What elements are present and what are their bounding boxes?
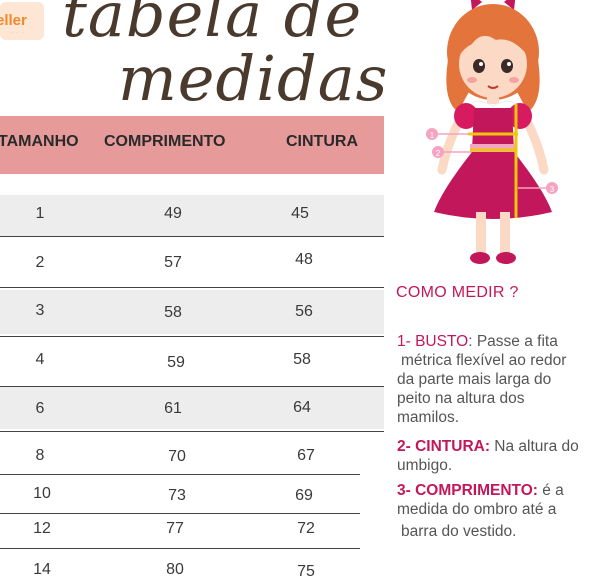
table-cell: 75 <box>297 563 315 580</box>
table-cell: 58 <box>164 304 182 321</box>
table-cell: 77 <box>166 520 184 537</box>
table-cell: 3 <box>35 302 45 319</box>
table-cell: 61 <box>164 400 182 417</box>
row-divider <box>0 474 360 475</box>
table-cell: 56 <box>295 303 313 320</box>
table-cell: 1 <box>35 205 45 222</box>
marker-label: 1 <box>430 131 435 140</box>
table-cell: 6 <box>35 400 45 417</box>
title-line-1: tabela de <box>62 0 363 51</box>
table-cell: 67 <box>297 447 315 464</box>
marker-label: 2 <box>436 149 441 158</box>
row-divider <box>0 513 360 514</box>
instruction-busto: 1- BUSTO: Passe a fita <box>397 333 558 350</box>
row-divider <box>0 431 384 432</box>
column-header-comprimento: COMPRIMENTO <box>104 133 226 150</box>
row-band <box>0 290 384 334</box>
logo-text: eller <box>0 12 27 29</box>
table-header <box>0 116 384 174</box>
row-divider <box>0 236 384 237</box>
table-cell: 10 <box>33 485 51 502</box>
girl-measurement-illustration: 1 2 3 <box>426 0 558 264</box>
table-cell: 58 <box>293 351 311 368</box>
table-cell: 59 <box>167 354 185 371</box>
table-cell: 70 <box>168 448 186 465</box>
table-cell: 64 <box>293 399 311 416</box>
instructions-heading: COMO MEDIR ? <box>396 284 519 301</box>
title-line-2: medidas <box>118 42 389 115</box>
table-cell: 49 <box>164 205 182 222</box>
table-cell: 48 <box>295 251 313 268</box>
row-divider <box>0 548 360 549</box>
marker-label: 3 <box>550 185 555 194</box>
row-band <box>0 195 384 237</box>
row-divider <box>0 386 384 387</box>
table-cell: 80 <box>166 561 184 578</box>
table-cell: 45 <box>291 205 309 222</box>
table-cell: 4 <box>35 351 45 368</box>
row-divider <box>0 336 384 337</box>
table-cell: 72 <box>297 520 315 537</box>
table-cell: 14 <box>33 561 51 578</box>
table-cell: 12 <box>33 520 51 537</box>
column-header-tamanho: TAMANHO <box>0 133 79 150</box>
row-band <box>0 387 384 429</box>
table-cell: 73 <box>168 487 186 504</box>
table-cell: 69 <box>295 487 313 504</box>
table-cell: 2 <box>35 254 45 271</box>
instruction-comprimento: 3- COMPRIMENTO: é a <box>397 482 564 499</box>
brand-logo: eller · · · <box>0 2 44 40</box>
row-divider <box>0 287 384 288</box>
column-header-cintura: CINTURA <box>286 133 358 150</box>
table-cell: 57 <box>164 254 182 271</box>
instruction-cintura: 2- CINTURA: Na altura do <box>397 438 579 455</box>
table-cell: 8 <box>35 447 45 464</box>
